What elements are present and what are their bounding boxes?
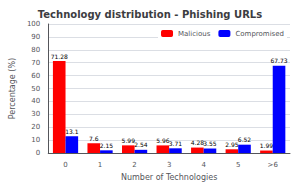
svg-text:3.71: 3.71 — [169, 140, 183, 147]
svg-text:5.96: 5.96 — [156, 137, 170, 144]
svg-text:3.55: 3.55 — [203, 140, 217, 147]
svg-text:7.6: 7.6 — [89, 135, 99, 142]
svg-text:13.1: 13.1 — [65, 128, 79, 135]
svg-text:40: 40 — [31, 97, 40, 105]
svg-text:4.28: 4.28 — [191, 139, 205, 146]
svg-text:20: 20 — [31, 123, 40, 131]
svg-text:Number of Technologies: Number of Technologies — [121, 173, 217, 182]
svg-text:70: 70 — [31, 59, 40, 67]
svg-text:3: 3 — [167, 161, 171, 169]
svg-text:>6: >6 — [268, 161, 279, 169]
svg-text:2.15: 2.15 — [100, 142, 114, 149]
svg-text:Technology distribution - Phis: Technology distribution - Phishing URLs — [38, 9, 262, 20]
svg-text:90: 90 — [31, 33, 40, 41]
svg-text:4: 4 — [201, 161, 206, 169]
svg-text:80: 80 — [31, 46, 40, 54]
svg-text:10: 10 — [31, 136, 40, 144]
svg-text:67.73: 67.73 — [270, 57, 287, 64]
svg-text:Percentage (%): Percentage (%) — [8, 58, 17, 119]
svg-text:71.28: 71.28 — [51, 53, 68, 60]
svg-text:5: 5 — [236, 161, 240, 169]
svg-text:5.99: 5.99 — [122, 137, 136, 144]
svg-text:2: 2 — [132, 161, 136, 169]
svg-text:0: 0 — [36, 149, 40, 157]
svg-text:6.52: 6.52 — [238, 136, 252, 143]
svg-text:2.95: 2.95 — [225, 141, 239, 148]
svg-text:1: 1 — [98, 161, 102, 169]
svg-text:0: 0 — [63, 161, 67, 169]
svg-text:2.54: 2.54 — [134, 141, 148, 148]
svg-text:100: 100 — [27, 20, 40, 28]
svg-text:60: 60 — [31, 72, 40, 80]
svg-text:50: 50 — [31, 85, 40, 93]
svg-text:1.99: 1.99 — [260, 142, 274, 149]
svg-text:Compromised: Compromised — [235, 30, 284, 38]
svg-text:Malicious: Malicious — [178, 30, 211, 38]
svg-text:30: 30 — [31, 110, 40, 118]
